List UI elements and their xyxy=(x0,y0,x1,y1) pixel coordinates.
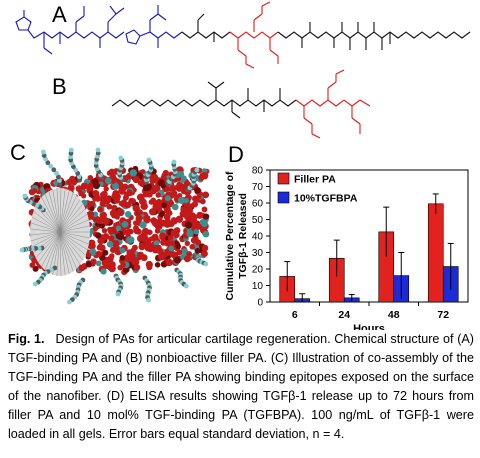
y-axis-label-line2: TGFβ-1 Released xyxy=(237,193,249,279)
legend-label-tgfbpa: 10%TGFBPA xyxy=(294,193,358,205)
panel-label-d: D xyxy=(228,142,244,167)
filler-tail-segment xyxy=(111,81,297,119)
panel-label-b: B xyxy=(52,74,67,99)
x-tick-label: 48 xyxy=(388,309,400,321)
alkyl-tail-segment xyxy=(277,22,471,50)
filler-glutamate-segment xyxy=(295,69,371,139)
y-tick-label: 0 xyxy=(257,298,263,309)
y-tick-label: 40 xyxy=(252,232,264,243)
glutamate-segment xyxy=(229,1,279,69)
x-tick-label: 6 xyxy=(292,309,298,321)
epitope-segment xyxy=(15,5,183,55)
tgf-binding-pa-structure xyxy=(15,1,471,69)
x-tick-label: 24 xyxy=(338,309,350,321)
y-tick-label: 20 xyxy=(252,265,264,276)
epitope-strands xyxy=(19,147,209,305)
bar-filler-pa xyxy=(427,203,444,303)
legend-label-filler-pa: Filler PA xyxy=(294,174,336,186)
figure-caption: Fig. 1. Design of PAs for articular cart… xyxy=(8,330,474,444)
y-tick-label: 10 xyxy=(252,281,264,292)
y-axis-label-line1: Cumulative Percentage of xyxy=(224,171,236,300)
x-axis-label: Hours xyxy=(353,323,385,330)
y-tick-label: 60 xyxy=(252,199,264,210)
tgf-release-chart: 0 10 20 30 40 50 60 70 80 Cumulative Percentage o… xyxy=(224,166,469,330)
x-tick-label: 72 xyxy=(437,309,449,321)
linker-segment xyxy=(181,13,231,42)
y-tick-label: 80 xyxy=(252,166,264,177)
legend-swatch-tgfbpa xyxy=(277,191,290,204)
y-tick-label: 30 xyxy=(252,248,264,259)
y-tick-label: 50 xyxy=(252,215,264,226)
panel-label-a: A xyxy=(52,2,67,27)
nanofiber-illustration xyxy=(19,147,210,305)
y-tick-label: 70 xyxy=(252,182,264,193)
figure-number: Fig. 1. xyxy=(8,332,45,346)
filler-pa-structure xyxy=(111,69,371,139)
legend-swatch-filler-pa xyxy=(277,172,290,185)
caption-text: Design of PAs for articular cartilage re… xyxy=(8,332,475,441)
panel-label-c: C xyxy=(10,140,26,165)
